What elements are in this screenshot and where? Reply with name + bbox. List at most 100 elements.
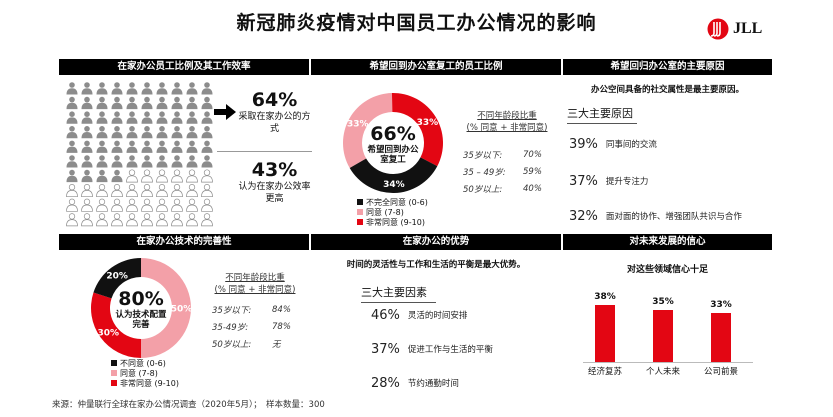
person-icon	[111, 140, 123, 153]
person-icon	[171, 169, 183, 183]
advantages-summary: 时间的灵活性与工作和生活的平衡是最大优势。	[346, 260, 526, 270]
donut-segment	[93, 258, 141, 299]
panel-header: 对未来发展的信心	[563, 234, 772, 250]
panel-future-confidence: 对未来发展的信心 对这些领域信心十足 38% 经济复苏 35% 个人未来 33% 公司前景	[563, 234, 772, 394]
legend-item: 不完全同意 (0-6)	[357, 197, 428, 207]
person-icon	[111, 126, 123, 139]
panel-return-office: 希望回到办公室复工的员工比例 33% 33% 34% 66% 希望回到办公室复工 不…	[311, 59, 561, 231]
donut-segment	[90, 292, 141, 358]
person-icon	[126, 96, 138, 110]
person-icon	[111, 184, 123, 198]
person-icon	[66, 169, 78, 183]
person-icon	[111, 111, 123, 124]
person-icon	[66, 155, 78, 168]
person-icon	[126, 82, 138, 95]
person-icon	[96, 82, 108, 95]
person-icon	[201, 96, 213, 110]
jll-logo-icon	[707, 18, 729, 40]
bar-value-label: 35%	[652, 296, 674, 307]
person-icon	[81, 198, 93, 212]
jll-logo: JLL	[707, 18, 762, 40]
reason-item: 37% 提升专注力	[569, 173, 649, 189]
bar-category-label: 经济复苏	[587, 367, 622, 377]
chart-title: 对这些领域信心十足	[626, 265, 708, 275]
donut-segment-label: 20%	[106, 272, 128, 282]
person-icon	[186, 96, 198, 110]
person-icon	[126, 126, 138, 139]
person-icon	[201, 169, 213, 183]
panel-wfh-ratio: 在家办公员工比例及其工作效率 64% 采取在家办公的方式 43% 认为在家办公效…	[59, 59, 312, 231]
person-icon	[66, 140, 78, 153]
legend-item: 不同意 (0-6)	[111, 358, 179, 368]
person-icon	[171, 96, 183, 110]
panel-header: 在家办公技术的完善性	[59, 234, 309, 250]
person-icon	[66, 82, 78, 95]
advantage-item: 28% 节约通勤时间	[371, 375, 459, 391]
panel-tech-readiness: 在家办公技术的完善性 50% 30% 20% 80% 认为技术配置完善 不同意 (0…	[59, 234, 309, 394]
arrow-right-icon	[214, 104, 236, 120]
donut-segment	[343, 93, 393, 168]
person-icon	[186, 155, 198, 168]
person-icon	[201, 184, 213, 198]
person-icon	[96, 213, 108, 227]
person-icon	[171, 126, 183, 139]
person-icon	[126, 111, 138, 124]
person-icon	[201, 126, 213, 139]
donut-segment	[349, 157, 438, 193]
person-icon	[186, 140, 198, 153]
age-row: 35岁以下: 84%	[212, 304, 291, 316]
person-icon	[81, 82, 93, 95]
panel-header: 希望回到办公室复工的员工比例	[311, 59, 561, 75]
jll-logo-text: JLL	[733, 20, 763, 37]
person-icon	[111, 213, 123, 227]
bar-category-label: 个人未来	[645, 367, 680, 377]
person-icon	[156, 213, 168, 227]
confidence-bar-chart: 38% 经济复苏 35% 个人未来 33% 公司前景	[563, 234, 772, 394]
person-icon	[126, 140, 138, 153]
age-row: 35-49岁: 78%	[212, 321, 291, 333]
person-icon	[186, 213, 198, 227]
person-icon	[81, 155, 93, 168]
person-icon	[66, 198, 78, 212]
efficiency-label: 认为在家办公效率更高	[238, 182, 311, 204]
person-icon	[126, 198, 138, 212]
tech-readiness-donut: 50% 30% 20%	[90, 258, 192, 358]
person-icon	[66, 111, 78, 124]
legend-item: 同意 (7-8)	[111, 368, 179, 378]
person-icon	[141, 213, 153, 227]
person-icon	[171, 82, 183, 95]
person-icon	[126, 155, 138, 168]
advantage-item: 46% 灵活的时间安排	[371, 307, 468, 323]
age-subtitle: (% 同意 + 非常同意)	[214, 285, 296, 295]
person-icon	[156, 82, 168, 95]
person-icon	[141, 111, 153, 124]
person-icon	[96, 155, 108, 168]
donut-segment-label: 33%	[347, 120, 369, 130]
person-icon	[171, 213, 183, 227]
person-icon	[111, 96, 123, 110]
person-icon	[186, 126, 198, 139]
person-icon	[96, 169, 108, 183]
age-subtitle: (% 同意 + 非常同意)	[466, 123, 548, 133]
person-icon	[171, 140, 183, 153]
page-title: 新冠肺炎疫情对中国员工办公情况的影响	[236, 12, 597, 34]
donut-segment	[141, 258, 191, 358]
person-icon	[186, 169, 198, 183]
bar-value-label: 38%	[594, 292, 616, 302]
person-icon	[96, 198, 108, 212]
person-icon	[186, 198, 198, 212]
person-icon	[111, 198, 123, 212]
person-icon	[96, 96, 108, 110]
donut-center-label: 认为技术配置完善	[115, 310, 167, 330]
person-icon	[156, 96, 168, 110]
age-row: 35 – 49岁: 59%	[463, 166, 542, 178]
person-icon	[141, 140, 153, 153]
person-icon	[81, 111, 93, 124]
person-icon	[141, 198, 153, 212]
person-icon	[156, 184, 168, 198]
person-icon	[201, 155, 213, 168]
person-icon	[201, 198, 213, 212]
person-icon	[111, 82, 123, 95]
person-icon	[96, 126, 108, 139]
donut-segment-label: 34%	[383, 180, 405, 190]
